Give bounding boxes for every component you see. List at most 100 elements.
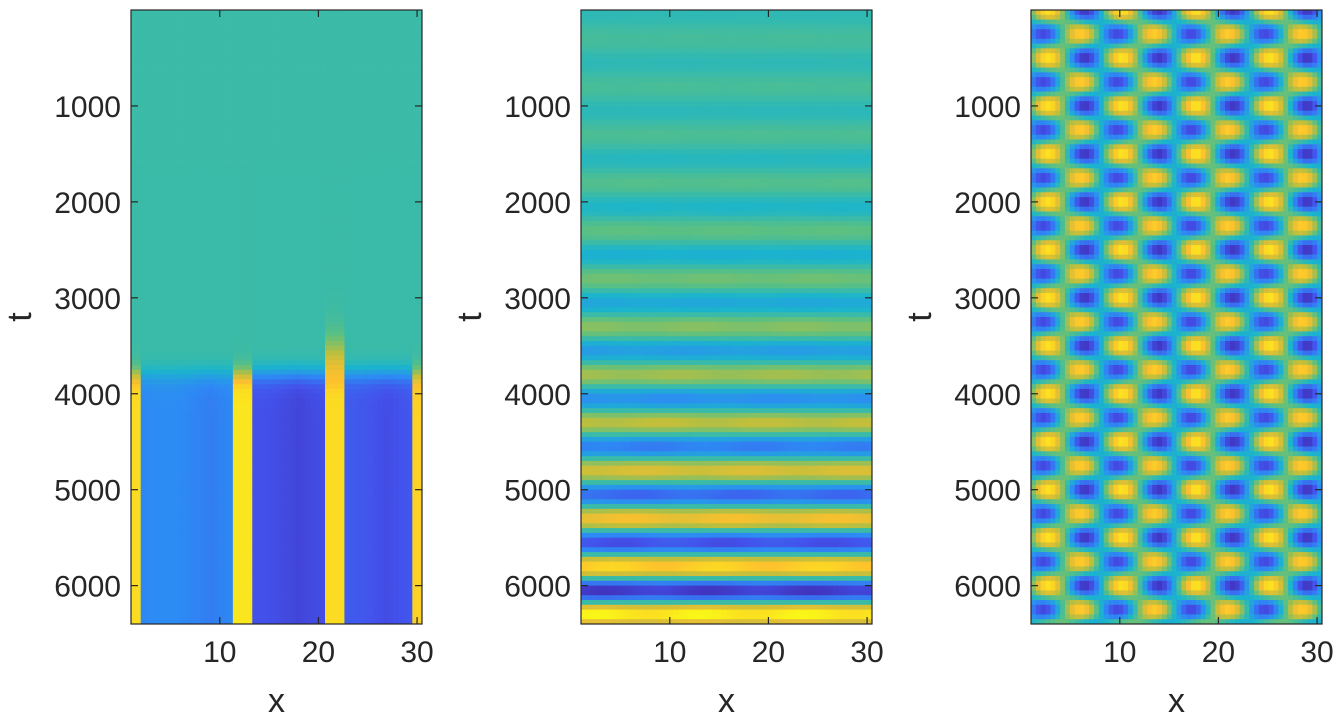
heatmap-cell xyxy=(368,340,375,347)
heatmap-cell xyxy=(295,53,302,59)
heatmap-cell xyxy=(266,398,273,404)
heatmap-cell xyxy=(325,403,331,409)
heatmap-cell xyxy=(392,269,399,275)
heatmap-cell xyxy=(179,211,185,217)
heatmap-cell xyxy=(383,374,389,380)
heatmap-cell xyxy=(247,259,253,265)
heatmap-cell xyxy=(232,182,239,189)
heatmap-cell xyxy=(169,293,176,299)
heatmap-cell xyxy=(266,91,273,97)
heatmap-cell xyxy=(271,10,278,16)
heatmap-cell xyxy=(140,388,147,395)
heatmap-cell xyxy=(257,149,263,155)
heatmap-cell xyxy=(305,283,312,289)
heatmap-cell xyxy=(242,177,248,184)
heatmap-cell xyxy=(339,393,345,400)
heatmap-cell xyxy=(291,283,297,289)
heatmap-cell xyxy=(334,201,341,208)
heatmap-cell xyxy=(203,43,210,49)
heatmap-cell xyxy=(354,110,360,117)
heatmap-cell xyxy=(344,312,350,318)
heatmap-cell xyxy=(291,312,297,318)
heatmap-cell xyxy=(358,149,365,155)
heatmap-cell xyxy=(349,96,355,102)
heatmap-cell xyxy=(266,388,273,395)
heatmap-cell xyxy=(315,57,321,64)
heatmap-cell xyxy=(412,53,418,59)
heatmap-cell xyxy=(373,86,379,93)
heatmap-cell xyxy=(368,129,375,136)
heatmap-cell xyxy=(174,86,181,93)
heatmap-cell xyxy=(184,125,190,131)
heatmap-cell xyxy=(329,77,336,83)
heatmap-cell xyxy=(164,254,171,261)
heatmap-cell xyxy=(295,86,302,93)
heatmap-cell xyxy=(286,264,292,270)
heatmap-cell xyxy=(232,235,239,241)
heatmap-cell xyxy=(261,182,268,189)
heatmap-cell xyxy=(184,374,190,380)
heatmap-cell xyxy=(392,67,399,73)
heatmap-cell xyxy=(169,321,176,328)
heatmap-cell xyxy=(334,355,341,361)
heatmap-cell xyxy=(291,355,297,361)
heatmap-cell xyxy=(257,173,263,179)
heatmap-cell xyxy=(184,340,190,347)
heatmap-cell xyxy=(266,331,273,337)
heatmap-cell xyxy=(140,374,147,380)
heatmap-cell xyxy=(169,158,176,165)
heatmap-cell xyxy=(315,163,321,169)
heatmap-cell xyxy=(169,77,176,83)
heatmap-cell xyxy=(388,235,394,241)
heatmap-cell xyxy=(218,187,224,193)
heatmap-cell xyxy=(271,364,278,371)
heatmap-cell xyxy=(392,206,399,213)
heatmap-cell xyxy=(407,177,413,184)
heatmap-cell xyxy=(291,264,297,270)
heatmap-cell xyxy=(417,288,422,294)
heatmap-cell xyxy=(135,38,142,45)
heatmap-cell xyxy=(198,182,205,189)
heatmap-cell xyxy=(417,211,422,217)
heatmap-cell xyxy=(412,273,418,280)
heatmap-cell xyxy=(286,33,292,40)
heatmap-cell xyxy=(179,384,185,390)
heatmap-cell xyxy=(135,134,142,141)
heatmap-cell xyxy=(223,288,229,294)
heatmap-cell xyxy=(174,326,181,332)
heatmap-cell xyxy=(397,350,404,356)
heatmap-cell xyxy=(291,235,297,241)
heatmap-cell xyxy=(354,235,360,241)
heatmap-cell xyxy=(247,105,253,112)
heatmap-cell xyxy=(300,235,307,241)
heatmap-cell xyxy=(140,110,147,117)
heatmap-cell xyxy=(198,43,205,49)
heatmap-cell xyxy=(271,264,278,270)
heatmap-cell xyxy=(189,273,195,280)
heatmap-cell xyxy=(383,249,389,256)
heatmap-cell xyxy=(145,86,151,93)
heatmap-cell xyxy=(363,38,370,45)
heatmap-cell xyxy=(150,293,156,299)
heatmap-cell xyxy=(325,24,331,30)
heatmap-cell xyxy=(257,115,263,121)
heatmap-cell xyxy=(276,67,282,73)
heatmap-cell xyxy=(383,326,389,332)
heatmap-cell xyxy=(276,201,282,208)
heatmap-cell xyxy=(334,91,341,97)
heatmap-cell xyxy=(242,384,248,390)
heatmap-cell xyxy=(276,340,282,347)
heatmap-cell xyxy=(339,364,345,371)
heatmap-cell xyxy=(417,163,422,169)
heatmap-cell xyxy=(354,81,360,88)
heatmap-cell xyxy=(291,139,297,145)
heatmap-cell xyxy=(358,211,365,217)
heatmap-cell xyxy=(237,139,244,145)
heatmap-cell xyxy=(228,355,234,361)
heatmap-cell xyxy=(388,77,394,83)
heatmap-cell xyxy=(237,67,244,73)
heatmap-cell xyxy=(407,221,413,227)
heatmap-cell xyxy=(305,149,312,155)
heatmap-cell xyxy=(373,235,379,241)
heatmap-cell xyxy=(276,153,282,160)
